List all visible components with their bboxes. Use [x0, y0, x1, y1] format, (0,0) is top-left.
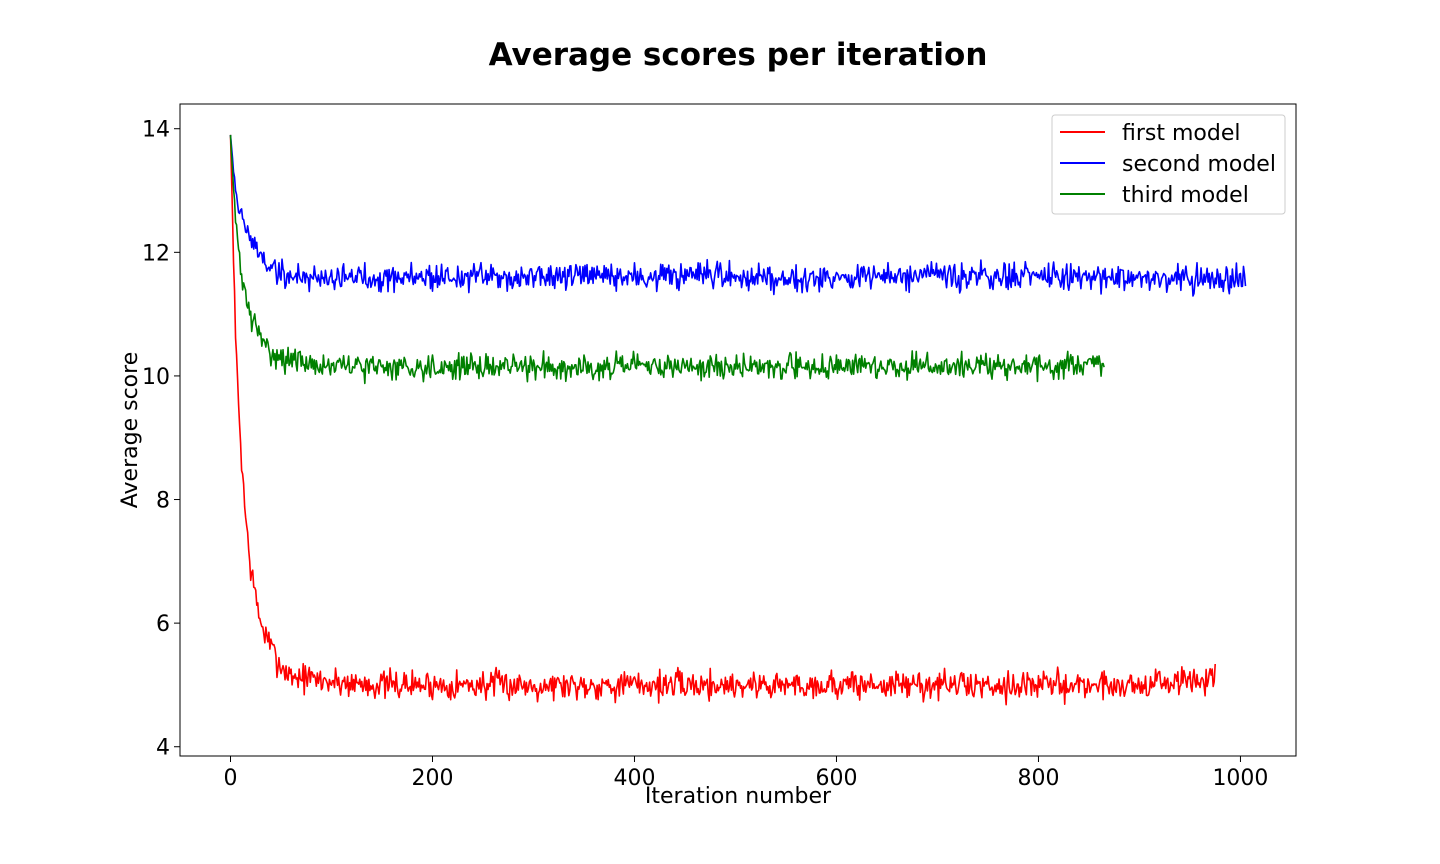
- y-axis-label: Average score: [118, 352, 143, 508]
- series-line-2: [229, 134, 1247, 297]
- x-tick-label: 200: [411, 766, 453, 791]
- x-tick-label: 0: [223, 766, 237, 791]
- x-tick-label: 400: [613, 766, 655, 791]
- y-tick-label: 6: [156, 612, 170, 637]
- series-line-3: [229, 134, 1105, 385]
- x-tick-label: 1000: [1212, 766, 1268, 791]
- chart-title: Average scores per iteration: [489, 37, 988, 73]
- x-tick-label: 800: [1017, 766, 1059, 791]
- legend-label: second model: [1122, 152, 1276, 177]
- legend-label: third model: [1122, 183, 1249, 208]
- x-axis: 0 200 400 600 800 1000: [223, 756, 1268, 791]
- x-axis-label: Iteration number: [645, 784, 832, 809]
- y-tick-label: 8: [156, 489, 170, 514]
- series-line-1: [229, 134, 1216, 706]
- legend-label: first model: [1122, 121, 1241, 146]
- y-axis: 4 6 8 10 12 14: [142, 118, 180, 761]
- legend-box: [1051, 114, 1286, 215]
- series-layer: [229, 134, 1247, 706]
- legend: first model second model third model: [1051, 114, 1286, 215]
- plot-frame: [179, 103, 1297, 757]
- y-tick-label: 10: [142, 365, 170, 390]
- y-tick-label: 4: [156, 736, 170, 761]
- y-tick-label: 14: [142, 118, 170, 143]
- x-tick-label: 600: [815, 766, 857, 791]
- y-tick-label: 12: [142, 241, 170, 266]
